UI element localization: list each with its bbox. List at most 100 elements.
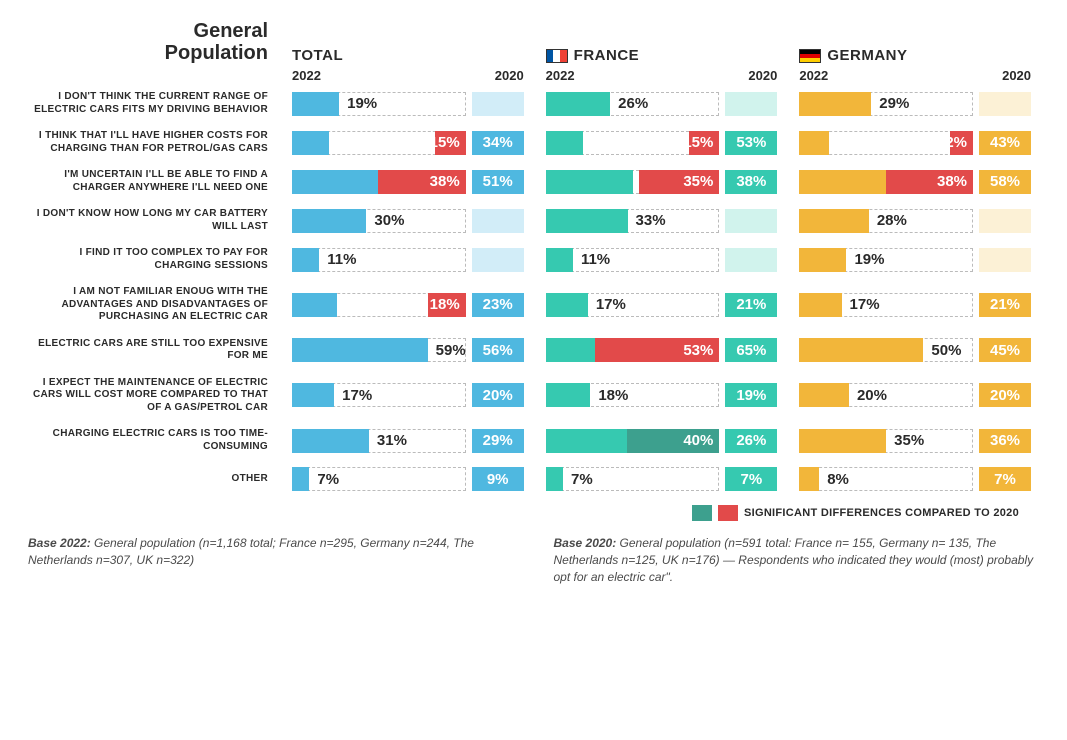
bar-area: 7% <box>292 467 466 491</box>
row-cells: 7%9%7%7%8%7% <box>278 467 1039 491</box>
column-header: GERMANY <box>785 47 1039 64</box>
chart-row: I EXPECT THE MAINTENANCE OF ELECTRIC CAR… <box>28 377 1039 415</box>
bar-area: 38% <box>292 170 466 194</box>
value-2020: 56% <box>472 338 524 362</box>
cell: 33% <box>532 209 786 233</box>
value-2020 <box>725 248 777 272</box>
value-2020 <box>472 92 524 116</box>
bar-2022 <box>546 467 563 491</box>
row-label: OTHER <box>28 473 278 486</box>
column-label: TOTAL <box>292 47 343 64</box>
bar-area: 17% <box>799 293 973 317</box>
value-2020: 21% <box>725 293 777 317</box>
bar-value-2022: 11% <box>581 251 610 268</box>
chart-row: I THINK THAT I'LL HAVE HIGHER COSTS FOR … <box>28 130 1039 155</box>
bar-2022 <box>546 92 611 116</box>
bar-value-2022: 30% <box>374 212 404 229</box>
bar-area: 17% <box>292 383 466 407</box>
bar-area: 15% <box>292 131 466 155</box>
cell: 18%19% <box>532 383 786 407</box>
bar-area: 26% <box>546 92 720 116</box>
bar-area: 7% <box>546 467 720 491</box>
column-header: FRANCE <box>532 47 786 64</box>
chart-row: OTHER7%9%7%7%8%7% <box>28 467 1039 491</box>
cell: 17%21% <box>532 293 786 317</box>
title-line-2: Population <box>28 42 268 64</box>
bar-area: 53% <box>546 338 720 362</box>
value-2020: 21% <box>979 293 1031 317</box>
bar-value-2022: 26% <box>618 95 648 112</box>
bar-2022 <box>292 170 386 194</box>
bar-area: 8% <box>799 467 973 491</box>
legend: SIGNIFICANT DIFFERENCES COMPARED TO 2020 <box>28 505 1039 521</box>
bar-area: 29% <box>799 92 973 116</box>
cell: 15%53% <box>532 131 786 155</box>
row-label: I DON'T KNOW HOW LONG MY CAR BATTERY WIL… <box>28 208 278 233</box>
bar-area: 30% <box>292 209 466 233</box>
sig-overlay: 15% <box>435 131 465 155</box>
sig-overlay: 38% <box>378 170 465 194</box>
value-2020: 53% <box>725 131 777 155</box>
value-2020 <box>472 209 524 233</box>
year-2022-label: 2022 <box>546 68 726 83</box>
cell: 20%20% <box>785 383 1039 407</box>
bar-2022 <box>292 467 309 491</box>
value-2020: 20% <box>472 383 524 407</box>
bar-value-2022: 29% <box>879 95 909 112</box>
footnotes: Base 2022: General population (n=1,168 t… <box>28 535 1039 585</box>
bar-2022 <box>799 429 886 453</box>
bar-value-2022: 31% <box>377 432 407 449</box>
bar-area: 33% <box>546 209 720 233</box>
bar-2022 <box>292 383 334 407</box>
cell: 11% <box>278 248 532 272</box>
bar-2022 <box>799 248 846 272</box>
bar-2022 <box>546 383 591 407</box>
row-cells: 15%34%15%53%12%43% <box>278 131 1039 155</box>
bar-value-2022: 7% <box>317 471 339 488</box>
cell: 8%7% <box>785 467 1039 491</box>
bar-area: 18% <box>546 383 720 407</box>
chart-title: General Population <box>28 20 278 64</box>
cell: 29% <box>785 92 1039 116</box>
chart-rows: I DON'T THINK THE CURRENT RANGE OF ELECT… <box>28 91 1039 491</box>
year-row: 202220202022202020222020 <box>28 68 1039 83</box>
sig-overlay: 53% <box>595 338 720 362</box>
row-label: CHARGING ELECTRIC CARS IS TOO TIME-CONSU… <box>28 428 278 453</box>
bar-value-2022: 18% <box>598 387 628 404</box>
cell: 12%43% <box>785 131 1039 155</box>
cell: 40%26% <box>532 429 786 453</box>
cell: 53%65% <box>532 338 786 362</box>
value-2020 <box>979 248 1031 272</box>
row-label: I'M UNCERTAIN I'LL BE ABLE TO FIND A CHA… <box>28 169 278 194</box>
bar-area: 59% <box>292 338 466 362</box>
sig-overlay: 12% <box>950 131 973 155</box>
bar-2022 <box>292 92 339 116</box>
value-2020 <box>472 248 524 272</box>
bar-area: 35% <box>546 170 720 194</box>
header-row: General Population TOTAL FRANCE GERMANY <box>28 20 1039 64</box>
year-2020-label: 2020 <box>472 68 524 83</box>
cell: 30% <box>278 209 532 233</box>
bar-area: 38% <box>799 170 973 194</box>
row-cells: 38%51%35%38%38%58% <box>278 170 1039 194</box>
row-label: I THINK THAT I'LL HAVE HIGHER COSTS FOR … <box>28 130 278 155</box>
cell: 35%36% <box>785 429 1039 453</box>
column-label: FRANCE <box>574 47 640 64</box>
bar-2022 <box>799 467 819 491</box>
bar-area: 11% <box>292 248 466 272</box>
year-group: 20222020 <box>278 68 532 83</box>
row-label: I AM NOT FAMILIAR ENOUG WITH THE ADVANTA… <box>28 286 278 324</box>
bar-value-2022: 11% <box>327 251 356 268</box>
bar-value-2022: 19% <box>347 95 377 112</box>
bar-area: 15% <box>546 131 720 155</box>
value-2020 <box>725 92 777 116</box>
row-cells: 30%33%28% <box>278 209 1039 233</box>
bar-area: 11% <box>546 248 720 272</box>
cell: 35%38% <box>532 170 786 194</box>
cell: 38%58% <box>785 170 1039 194</box>
bar-area: 17% <box>546 293 720 317</box>
row-cells: 11%11%19% <box>278 248 1039 272</box>
flag-icon <box>799 49 821 63</box>
row-label: I DON'T THINK THE CURRENT RANGE OF ELECT… <box>28 91 278 116</box>
sig-overlay: 40% <box>627 429 719 453</box>
